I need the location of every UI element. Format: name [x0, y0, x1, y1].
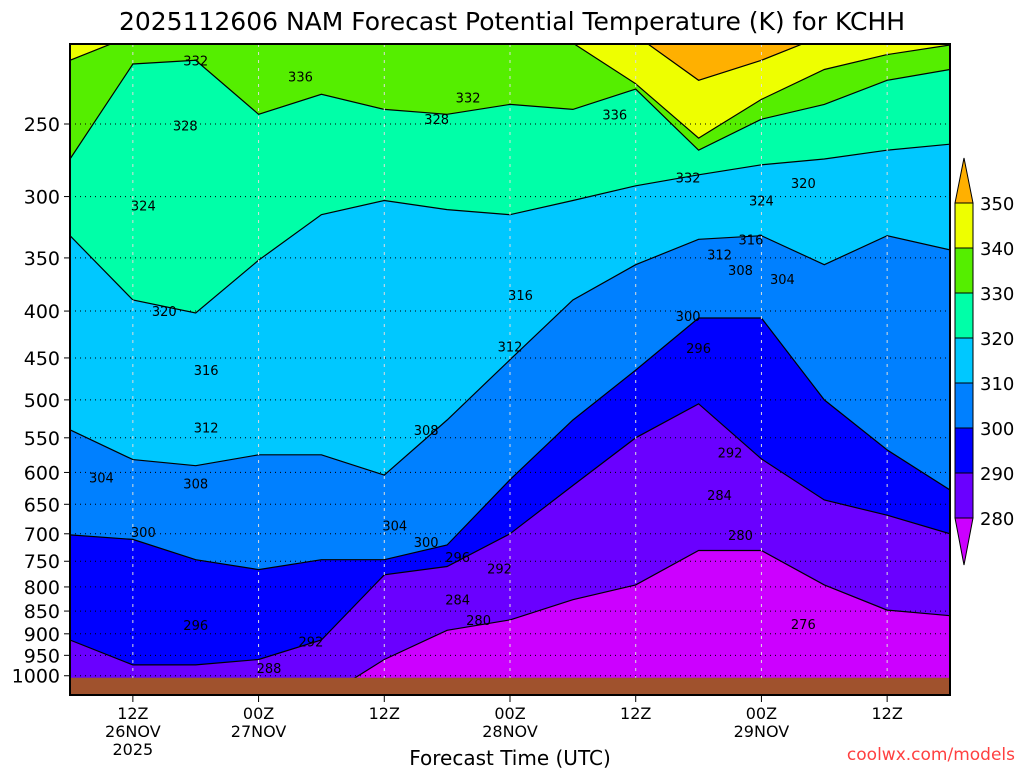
colorbar-segment — [954, 292, 974, 339]
y-tick-label: 600 — [24, 462, 60, 484]
contour-label: 316 — [194, 364, 219, 379]
contour-label: 316 — [739, 233, 764, 248]
y-tick-label: 1000 — [12, 666, 60, 688]
colorbar: 280 290 300 310 320 330 340 350 — [954, 157, 1014, 566]
x-axis-label: Forecast Time (UTC) — [409, 746, 611, 768]
y-tick-label: 550 — [24, 428, 60, 450]
contour-label: 320 — [791, 177, 816, 192]
x-tick-label: 00Z — [243, 704, 274, 723]
contour-label: 276 — [791, 618, 816, 633]
x-tick-label: 27NOV — [231, 722, 287, 741]
colorbar-segment — [954, 382, 974, 429]
y-tick-label: 250 — [24, 114, 60, 136]
colorbar-segment — [954, 472, 974, 519]
contour-label: 292 — [718, 447, 743, 462]
y-tick-label: 400 — [24, 301, 60, 323]
contour-label: 304 — [770, 273, 795, 288]
contour-label: 284 — [445, 594, 470, 609]
x-tick-label: 12Z — [369, 704, 400, 723]
contour-label: 312 — [498, 340, 523, 355]
contour-label: 280 — [728, 529, 753, 544]
y-tick-label: 900 — [24, 624, 60, 646]
contour-label: 332 — [183, 54, 208, 69]
ground — [70, 677, 950, 695]
contour-label: 296 — [445, 551, 470, 566]
contour-label: 300 — [676, 310, 701, 325]
y-tick-label: 450 — [24, 348, 60, 370]
x-tick-label: 12Z — [117, 704, 148, 723]
isentrope-line-310 — [70, 235, 950, 476]
y-tick-label: 500 — [24, 390, 60, 412]
chart-title: 2025112606 NAM Forecast Potential Temper… — [119, 7, 905, 36]
contour-label: 300 — [131, 526, 156, 541]
y-tick-label: 800 — [24, 577, 60, 599]
band-below-280 — [327, 550, 950, 695]
colorbar-label: 320 — [980, 329, 1014, 350]
contour-label: 296 — [686, 342, 711, 357]
contour-label: 312 — [707, 248, 732, 263]
colorbar-arrow-bottom — [954, 517, 974, 566]
y-tick-label: 650 — [24, 494, 60, 516]
y-tick-label: 300 — [24, 187, 60, 209]
contour-label: 336 — [602, 108, 627, 123]
colorbar-segment — [954, 337, 974, 384]
contour-label: 316 — [508, 289, 533, 304]
contour-label: 308 — [183, 478, 208, 493]
contour-label: 292 — [299, 635, 324, 650]
y-tick-label: 350 — [24, 248, 60, 270]
isentrope-line-330 — [70, 59, 950, 160]
contour-label: 304 — [89, 472, 114, 487]
contour-label: 332 — [456, 92, 481, 107]
y-tick-label: 850 — [24, 601, 60, 623]
contour-label: 280 — [466, 614, 491, 629]
colorbar-label: 280 — [980, 509, 1014, 530]
contour-label: 308 — [728, 264, 753, 279]
contour-label: 296 — [183, 619, 208, 634]
x-tick-label: 00Z — [746, 704, 777, 723]
x-tick-label: 12Z — [871, 704, 902, 723]
contour-label: 304 — [382, 520, 407, 535]
colorbar-segment — [954, 427, 974, 474]
contour-label: 336 — [288, 71, 313, 86]
x-tick-label: 00Z — [494, 704, 525, 723]
contour-label: 328 — [424, 113, 449, 128]
y-axis: 2503003504004505005506006507007508008509… — [12, 114, 70, 688]
contour-label: 332 — [676, 172, 701, 187]
contour-label: 324 — [131, 200, 156, 215]
colorbar-label: 310 — [980, 374, 1014, 395]
colorbar-segment — [954, 202, 974, 249]
colorbar-label: 330 — [980, 284, 1014, 305]
x-tick-label: 12Z — [620, 704, 651, 723]
contour-label: 288 — [257, 662, 282, 677]
colorbar-label: 350 — [980, 194, 1014, 215]
y-tick-label: 750 — [24, 551, 60, 573]
colorbar-label: 300 — [980, 419, 1014, 440]
colorbar-arrow-top — [954, 157, 974, 204]
colorbar-label: 290 — [980, 464, 1014, 485]
x-tick-label: 28NOV — [482, 722, 538, 741]
y-tick-label: 950 — [24, 645, 60, 667]
contour-label: 328 — [173, 120, 198, 135]
contour-label: 284 — [707, 489, 732, 504]
contour-label: 312 — [194, 422, 219, 437]
colorbar-label: 340 — [980, 239, 1014, 260]
isentrope-line-300 — [70, 317, 950, 571]
isentrope-line-340 — [70, 44, 950, 139]
y-tick-label: 700 — [24, 524, 60, 546]
colorbar-segment — [954, 247, 974, 294]
contour-label: 324 — [749, 195, 774, 210]
contour-label: 300 — [414, 536, 439, 551]
contour-label: 308 — [414, 424, 439, 439]
x-tick-label: 29NOV — [734, 722, 790, 741]
contour-label: 320 — [152, 305, 177, 320]
watermark: coolwx.com/models — [847, 745, 1015, 765]
x-tick-label: 2025 — [112, 740, 153, 759]
x-tick-label: 26NOV — [105, 722, 161, 741]
isentrope-line-280 — [326, 549, 950, 695]
contour-label: 292 — [487, 563, 512, 578]
